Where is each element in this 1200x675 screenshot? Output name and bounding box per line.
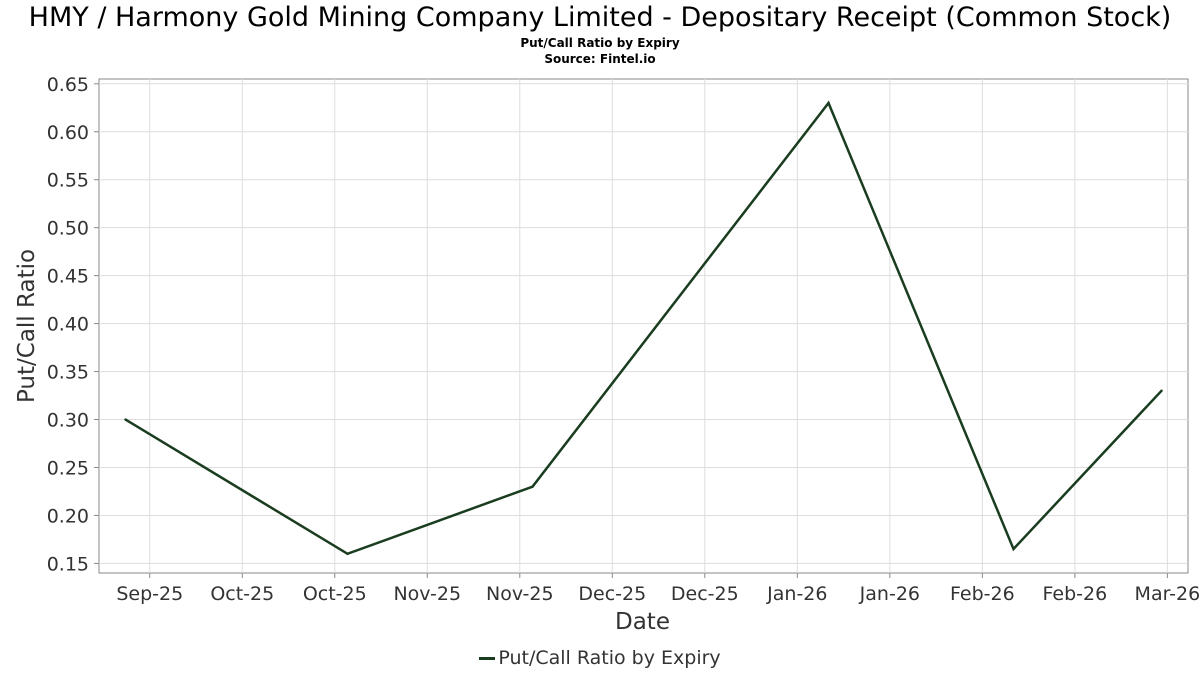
x-tick-label: Nov-25 bbox=[486, 583, 554, 605]
x-tick-label: Feb-26 bbox=[950, 583, 1015, 605]
x-tick-label: Mar-26 bbox=[1135, 583, 1200, 605]
data-point bbox=[1012, 547, 1015, 551]
data-point bbox=[346, 552, 349, 556]
y-tick-label: 0.45 bbox=[47, 266, 89, 288]
x-tick-label: Nov-25 bbox=[393, 583, 461, 605]
y-tick-label: 0.20 bbox=[47, 505, 89, 527]
y-tick-label: 0.25 bbox=[47, 457, 89, 479]
y-tick-label: 0.65 bbox=[47, 74, 89, 96]
y-tick-label: 0.40 bbox=[47, 314, 89, 336]
x-tick-label: Jan-26 bbox=[766, 583, 827, 605]
y-tick-label: 0.30 bbox=[47, 410, 89, 432]
y-tick-label: 0.55 bbox=[47, 170, 89, 192]
legend-label: Put/Call Ratio by Expiry bbox=[498, 647, 721, 669]
y-axis-label: Put/Call Ratio bbox=[14, 249, 40, 403]
y-tick-label: 0.15 bbox=[47, 553, 89, 575]
x-tick-label: Oct-25 bbox=[210, 583, 274, 605]
x-tick-label: Jan-26 bbox=[859, 583, 920, 605]
y-tick-label: 0.60 bbox=[47, 122, 89, 144]
data-point bbox=[531, 485, 534, 488]
x-axis-label: Date bbox=[615, 609, 670, 635]
data-point bbox=[124, 418, 127, 421]
series-line bbox=[124, 100, 1163, 556]
legend-line-swatch bbox=[479, 657, 496, 660]
legend: Put/Call Ratio by Expiry bbox=[0, 647, 1200, 669]
chart-title: HMY / Harmony Gold Mining Company Limite… bbox=[28, 2, 1172, 33]
y-tick-label: 0.50 bbox=[47, 218, 89, 240]
y-tick-label: 0.35 bbox=[47, 362, 89, 384]
x-tick-label: Feb-26 bbox=[1043, 583, 1108, 605]
data-point bbox=[827, 101, 830, 105]
x-tick-label: Oct-25 bbox=[303, 583, 367, 605]
x-tick-label: Sep-25 bbox=[116, 583, 183, 605]
x-tick-label: Dec-25 bbox=[578, 583, 646, 605]
chart-source: Source: Fintel.io bbox=[544, 52, 656, 66]
data-point bbox=[1160, 389, 1163, 392]
plot-area bbox=[98, 78, 1189, 574]
x-tick-label: Dec-25 bbox=[671, 583, 739, 605]
chart-subtitle: Put/Call Ratio by Expiry bbox=[520, 36, 680, 50]
